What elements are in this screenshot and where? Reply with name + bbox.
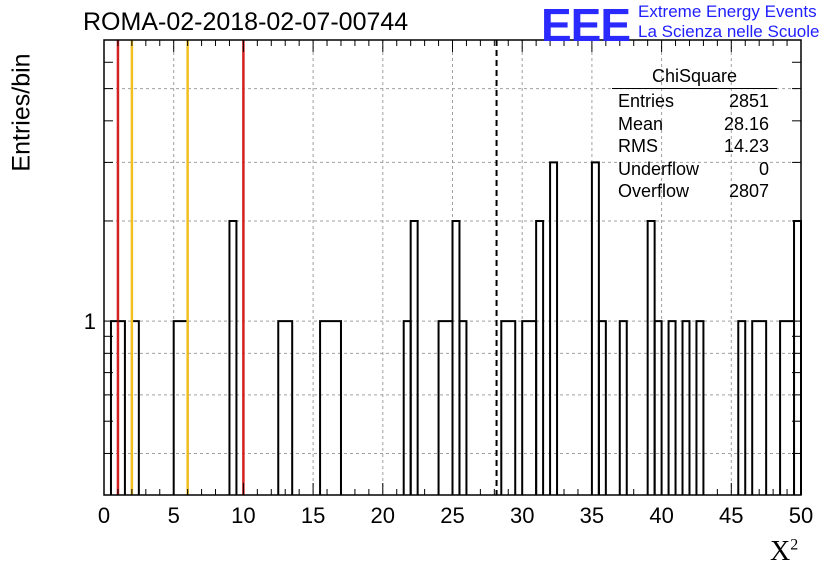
x-tick-label: 30 <box>510 503 534 528</box>
x-tick-label: 40 <box>649 503 673 528</box>
x-tick-label: 50 <box>789 503 813 528</box>
histogram-bar <box>751 320 768 495</box>
x-tick-label: 25 <box>440 503 464 528</box>
histogram-bar <box>737 320 747 495</box>
x-tick-label: 0 <box>98 503 110 528</box>
stats-value: 2851 <box>728 91 769 111</box>
histogram-bar <box>409 219 419 495</box>
stats-title: ChiSquare <box>612 66 777 89</box>
y-axis-label: Entries/bin <box>7 53 36 172</box>
logo-text-line1: Extreme Energy Events <box>638 2 817 21</box>
x-tick-label: 20 <box>371 503 395 528</box>
histogram-bar <box>172 320 189 495</box>
histogram-bar <box>597 320 607 495</box>
logo-text-line2: La Scienza nelle Scuole <box>638 22 820 41</box>
x-tick-label: 10 <box>231 503 255 528</box>
eee-logo: EEE <box>541 0 631 51</box>
histogram-bar <box>667 320 677 495</box>
stats-label: Underflow <box>618 158 700 179</box>
stats-row-mean: Mean 28.16 <box>612 114 777 137</box>
histogram-bar <box>437 320 454 495</box>
stats-label: Entries <box>618 91 675 111</box>
x-tick-label: 15 <box>301 503 325 528</box>
stats-value: 28.16 <box>723 113 769 134</box>
histogram-bar <box>521 320 538 495</box>
histogram-bar <box>590 161 600 495</box>
histogram-bar <box>277 320 294 495</box>
histogram-bar <box>500 320 517 495</box>
histogram-bar <box>549 161 559 495</box>
histogram-bar <box>681 320 691 495</box>
stats-row-rms: RMS 14.23 <box>612 136 777 159</box>
histogram-bar <box>535 219 545 495</box>
x-axis-label: X2 <box>770 536 799 567</box>
stats-label: RMS <box>618 136 658 156</box>
stats-label: Overflow <box>618 181 690 201</box>
histogram-bar <box>653 320 663 495</box>
stats-row-overflow: Overflow 2807 <box>612 181 777 204</box>
stats-value: 0 <box>758 158 769 179</box>
x-tick-label: 35 <box>580 503 604 528</box>
histogram-bar <box>458 320 468 495</box>
chart-title: ROMA-02-2018-02-07-00744 <box>83 8 409 36</box>
stats-value: 2807 <box>728 181 769 201</box>
y-tick-label: 1 <box>84 309 96 334</box>
histogram-bar <box>402 320 412 495</box>
x-tick-label: 45 <box>719 503 743 528</box>
histogram-bar <box>228 219 238 495</box>
stats-value: 14.23 <box>723 136 769 156</box>
stats-row-entries: Entries 2851 <box>612 91 777 114</box>
stats-label: Mean <box>618 113 664 134</box>
histogram-bar <box>618 320 628 495</box>
stats-box: ChiSquare Entries 2851 Mean 28.16 RMS 14… <box>612 66 777 204</box>
histogram-bar <box>779 320 796 495</box>
histogram-bar <box>695 320 705 495</box>
histogram-bar <box>319 320 342 495</box>
stats-row-underflow: Underflow 0 <box>612 159 777 182</box>
x-tick-label: 5 <box>168 503 180 528</box>
